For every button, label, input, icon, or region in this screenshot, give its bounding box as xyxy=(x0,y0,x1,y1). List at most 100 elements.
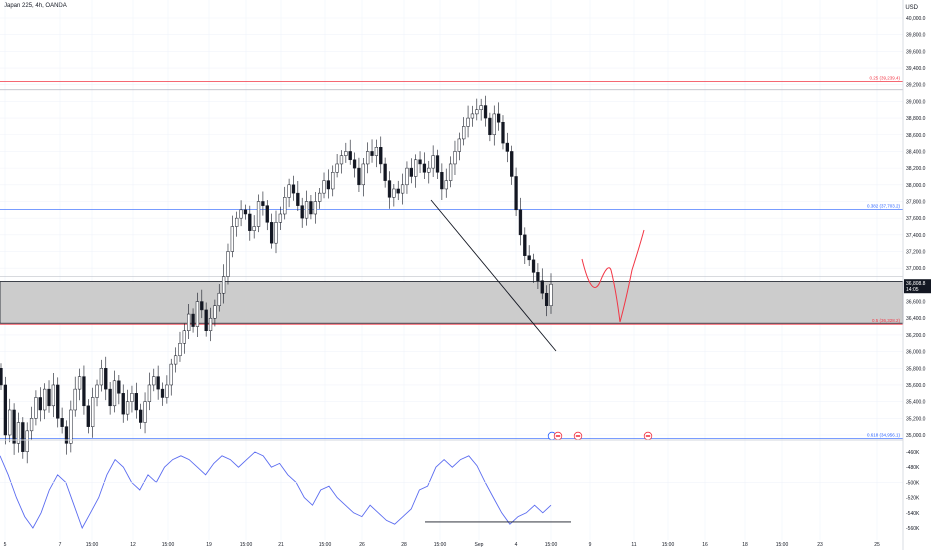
candle-body xyxy=(444,180,448,190)
price-tick-label: 39,400.0 xyxy=(906,66,926,72)
candle-body xyxy=(12,409,16,444)
candle-body xyxy=(43,388,47,411)
price-tick-label: 39,200.0 xyxy=(906,83,926,89)
candle-body xyxy=(8,409,12,436)
price-tick-label: 36,000.0 xyxy=(906,350,926,356)
candle-body xyxy=(86,405,90,427)
candle-body xyxy=(387,180,392,198)
candle-body xyxy=(352,159,357,169)
candle-body xyxy=(475,109,479,115)
time-tick-label: 15:00 xyxy=(776,542,789,548)
candle-body xyxy=(405,167,409,186)
price-tick-label: 39,600.0 xyxy=(906,49,926,55)
candle-body xyxy=(204,309,208,331)
candle-body xyxy=(322,180,326,194)
candle-body xyxy=(117,380,121,394)
candle-body xyxy=(544,292,549,306)
candle-body xyxy=(73,388,77,411)
price-tick-label: 35,000.0 xyxy=(906,433,926,439)
candle-body xyxy=(366,151,370,165)
oscillator-pane xyxy=(0,451,903,530)
candle-body xyxy=(64,426,69,444)
time-tick-label: 15:00 xyxy=(319,542,332,548)
candle-body xyxy=(269,222,274,244)
candle-body xyxy=(112,380,117,407)
candle-body xyxy=(383,163,387,181)
candle-body xyxy=(156,376,160,390)
candle-body xyxy=(488,117,492,136)
time-tick-label: 23 xyxy=(817,542,823,548)
candle-body xyxy=(483,105,488,119)
candle-body xyxy=(523,234,527,256)
candle-body xyxy=(21,422,25,452)
time-tick-label: 25 xyxy=(874,542,880,548)
candle-body xyxy=(187,313,191,332)
candle-body xyxy=(200,301,204,311)
price-tick-label: 36,400.0 xyxy=(906,316,926,322)
candle-body xyxy=(296,192,300,206)
fib-levels: 0.25 (39,239.4) 0.382 (37,703.2) 0.5 (36,3… xyxy=(0,75,903,440)
candle-body xyxy=(453,151,457,165)
candle-body xyxy=(169,363,173,386)
oscillator-tick-label: -540K xyxy=(906,511,920,517)
last-price-tag xyxy=(904,279,931,294)
candle-body xyxy=(125,401,130,415)
time-tick-label: 4 xyxy=(515,542,518,548)
time-tick-label: 19 xyxy=(206,542,212,548)
candle-body xyxy=(147,384,152,402)
drawings xyxy=(430,199,645,352)
event-markers[interactable] xyxy=(547,431,653,441)
candle-body xyxy=(121,393,125,415)
candle-body xyxy=(313,201,317,215)
fib-label: 0.382 (37,703.2) xyxy=(867,204,901,209)
candle-body xyxy=(370,151,374,156)
candle-body xyxy=(248,213,252,231)
time-tick-label: 15:00 xyxy=(545,542,558,548)
candle-body xyxy=(440,172,444,190)
candle-body xyxy=(514,176,518,211)
candle-body xyxy=(208,317,213,331)
candle-body xyxy=(379,147,383,165)
time-tick-label: 5 xyxy=(4,542,7,548)
fib-label: 0.5 (36,328.2) xyxy=(872,318,901,323)
candle-body xyxy=(501,122,505,144)
candle-body xyxy=(309,201,313,215)
price-tick-label: 36,600.0 xyxy=(906,300,926,306)
interval[interactable]: 4h xyxy=(35,3,43,9)
price-tick-label: 39,800.0 xyxy=(906,33,926,39)
candle-body xyxy=(348,151,352,161)
candle-body xyxy=(278,213,283,223)
candle-body xyxy=(230,226,234,252)
candle-body xyxy=(418,159,422,165)
candle-body xyxy=(195,301,200,327)
chart-title: Japan 225, 4h, OANDA xyxy=(4,3,67,9)
candle-body xyxy=(173,355,178,365)
time-tick-label: 15:00 xyxy=(434,542,447,548)
oscillator-line xyxy=(0,451,552,530)
candle-body xyxy=(95,384,99,398)
candle-body xyxy=(0,368,3,386)
candle-body xyxy=(318,192,322,202)
candle-body xyxy=(256,201,261,227)
price-tick-label: 38,200.0 xyxy=(906,166,926,172)
candle-body xyxy=(326,180,331,190)
price-axis[interactable]: 40,000.0 39,800.0 39,600.0 39,400.0 39,200.0… xyxy=(904,16,931,439)
candle-body xyxy=(60,418,64,427)
price-tick-label: 37,200.0 xyxy=(906,250,926,256)
currency-label[interactable]: USD xyxy=(905,5,918,11)
symbol-name[interactable]: Japan 225 xyxy=(4,3,33,9)
candle-body xyxy=(213,305,217,319)
price-tick-label: 38,400.0 xyxy=(906,149,926,155)
price-tick-label: 37,600.0 xyxy=(906,216,926,222)
time-axis[interactable]: 5 7 15:00 12 15:00 19 15:00 21 15:00 26 28 15:00 Sep… xyxy=(4,542,880,548)
last-price-label: 36,808.8 xyxy=(906,281,926,287)
oscillator-axis[interactable]: -460K -480K -500K -520K -540K -560K xyxy=(906,450,920,532)
candle-body xyxy=(414,159,418,177)
candle-body xyxy=(91,397,95,427)
candle-body xyxy=(331,172,335,190)
candle-body xyxy=(470,113,475,119)
candle-body xyxy=(56,384,60,419)
candle-body xyxy=(134,393,138,411)
candle-body xyxy=(435,155,440,173)
